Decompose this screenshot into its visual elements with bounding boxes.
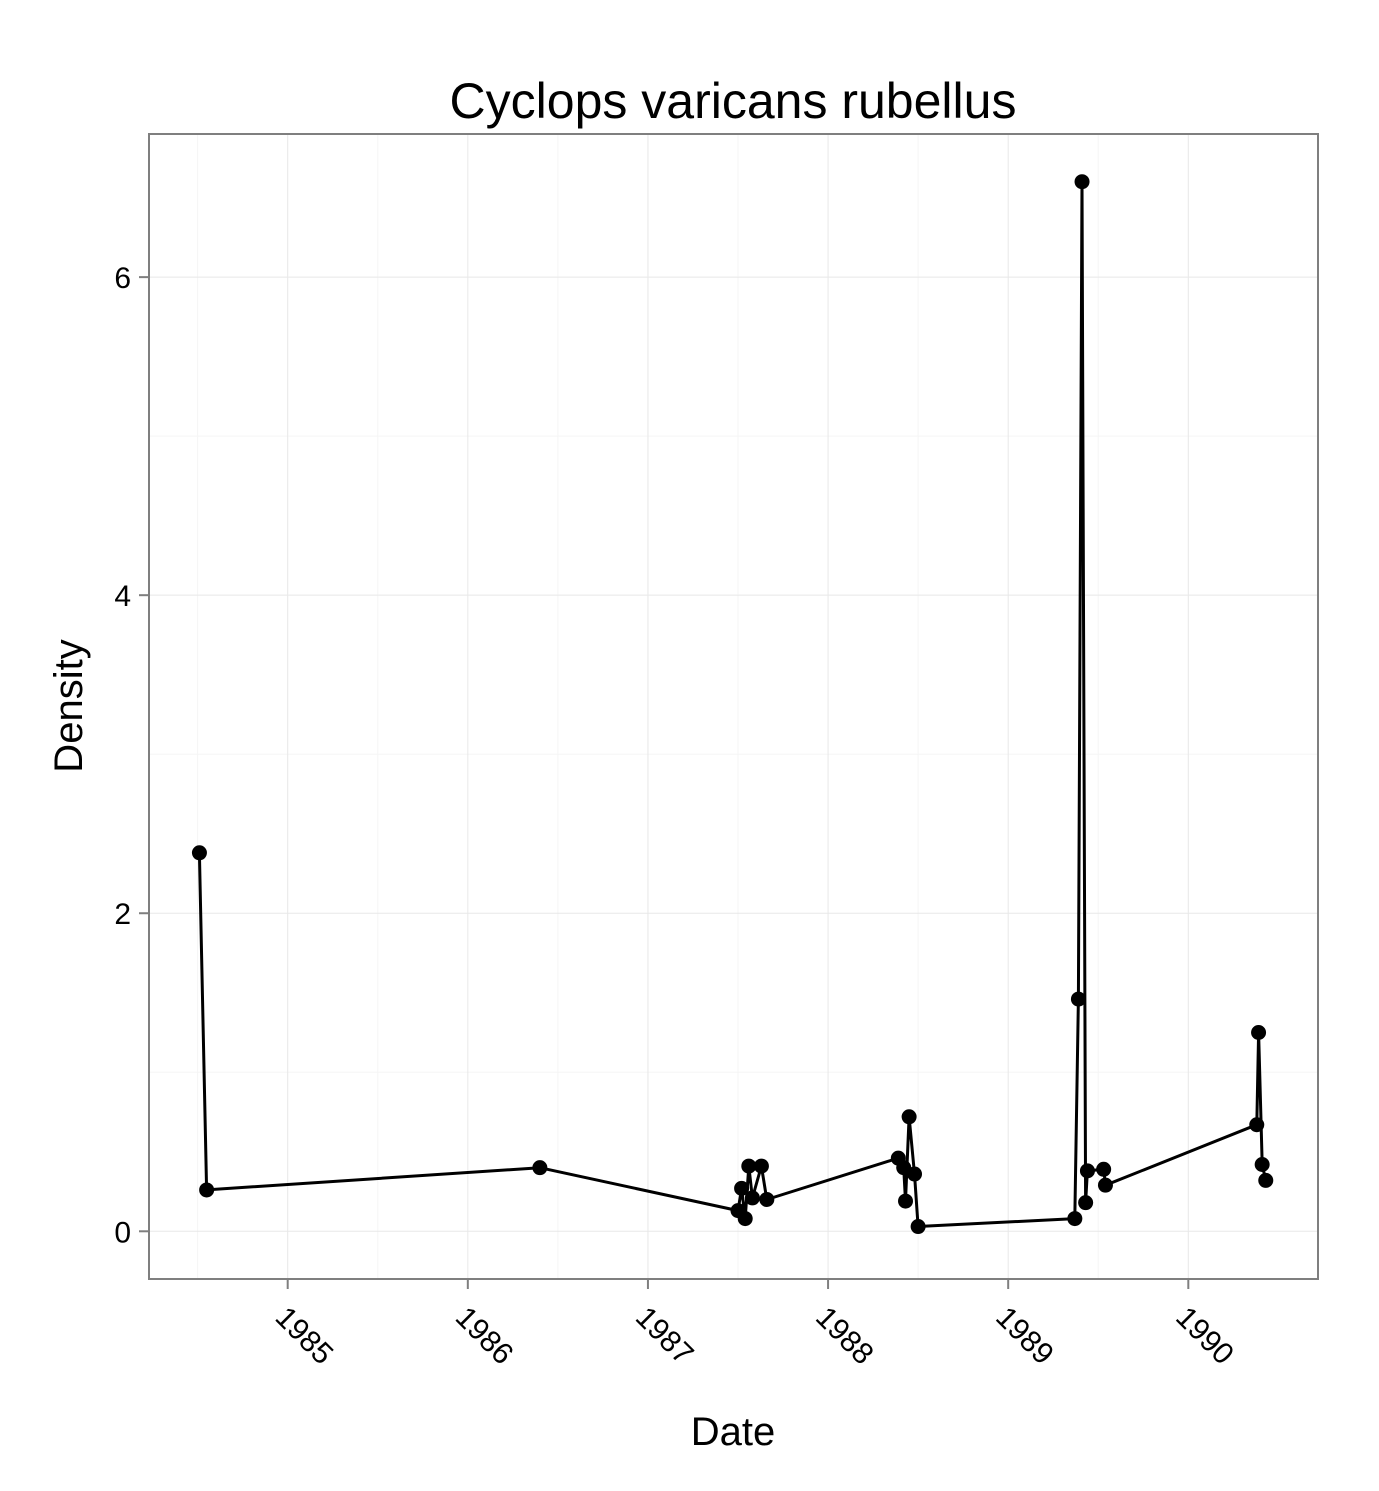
- data-point: [1258, 1172, 1274, 1188]
- y-axis: 0 2 4 6: [114, 262, 149, 1249]
- data-point: [907, 1166, 923, 1182]
- y-tick-label: 6: [114, 262, 131, 295]
- data-point: [734, 1180, 750, 1196]
- y-tick-label: 4: [114, 580, 131, 613]
- grid: [149, 134, 1318, 1279]
- data-point: [1251, 1025, 1267, 1041]
- data-point: [1249, 1117, 1265, 1133]
- data-point: [901, 1109, 917, 1125]
- data-point: [532, 1160, 548, 1176]
- series-layer: [191, 174, 1274, 1235]
- data-point: [1096, 1161, 1112, 1177]
- data-point: [1070, 991, 1086, 1007]
- data-point: [737, 1211, 753, 1227]
- data-point: [910, 1219, 926, 1235]
- plot-panel-border: [148, 133, 1319, 1280]
- data-point: [1254, 1157, 1270, 1172]
- data-point: [741, 1158, 757, 1174]
- data-point: [199, 1182, 215, 1198]
- data-point: [896, 1160, 912, 1176]
- y-axis-title: Density: [47, 639, 91, 772]
- data-point: [1079, 1163, 1095, 1179]
- y-tick-label: 2: [114, 898, 131, 931]
- x-axis-title: Date: [691, 1410, 776, 1454]
- chart-title: Cyclops varicans rubellus: [450, 73, 1017, 129]
- y-tick-label: 0: [114, 1216, 131, 1249]
- data-point: [759, 1191, 775, 1207]
- data-point: [898, 1193, 914, 1209]
- data-point: [1078, 1195, 1094, 1211]
- data-point: [744, 1190, 760, 1206]
- data-point: [753, 1158, 769, 1174]
- data-point: [1067, 1211, 1083, 1227]
- data-point: [1074, 174, 1090, 190]
- data-point: [191, 845, 207, 861]
- data-point: [1097, 1177, 1113, 1193]
